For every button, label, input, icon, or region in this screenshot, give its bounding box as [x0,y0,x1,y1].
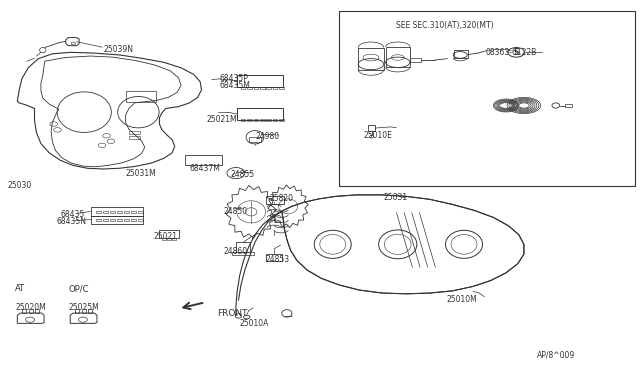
Text: 25025M: 25025M [68,302,99,312]
Bar [368,125,376,131]
Text: 25031: 25031 [384,193,408,202]
Text: AT: AT [15,284,26,293]
Bar [125,92,156,102]
Bar [76,309,79,313]
Bar [279,87,284,89]
Bar [260,119,264,121]
Bar [109,211,115,213]
Text: 25820: 25820 [269,195,293,203]
Bar [236,242,250,253]
Text: 25010E: 25010E [364,131,392,140]
Text: 68435M: 68435M [220,81,250,90]
Bar [102,211,108,213]
Bar [167,238,171,240]
Bar [131,211,136,213]
Text: 08363-6122B: 08363-6122B [486,48,537,57]
Bar [266,196,284,204]
Bar [29,309,33,313]
Text: 25020M: 25020M [15,302,46,312]
Bar [185,155,222,164]
Bar [131,219,136,221]
Bar [159,230,179,238]
Bar [72,42,75,44]
Bar [565,104,572,108]
Bar [232,252,253,256]
Bar [116,219,122,221]
Bar [138,219,143,221]
Text: 24855: 24855 [231,170,255,179]
Bar [266,87,271,89]
Text: 68435N: 68435N [57,217,87,225]
Text: 68435: 68435 [60,210,84,219]
Bar [88,309,92,313]
Bar [260,87,264,89]
Text: AP/8^009: AP/8^009 [537,350,575,360]
Bar [129,131,140,134]
Bar [91,208,143,215]
Bar [124,219,129,221]
Bar [273,119,277,121]
Bar [386,47,410,67]
Bar [248,137,261,142]
Text: 24860: 24860 [223,247,247,256]
Text: OP/C: OP/C [68,284,89,293]
Text: 25039N: 25039N [103,45,133,54]
Text: 68437M: 68437M [189,164,220,173]
Bar [91,215,143,224]
Text: 25021M: 25021M [207,115,237,124]
Bar [138,211,143,213]
Text: 24980: 24980 [255,132,279,141]
Text: 25021: 25021 [153,232,177,241]
Bar [241,119,246,121]
Bar [266,254,282,260]
Bar [241,87,246,89]
Bar [82,309,86,313]
Bar [266,119,271,121]
Bar [96,219,100,221]
Bar [253,119,258,121]
Text: 25030: 25030 [8,182,32,190]
Bar [339,11,636,186]
Text: 25031M: 25031M [125,169,156,177]
Bar [22,309,26,313]
Text: SEE SEC.310(AT),320(MT): SEE SEC.310(AT),320(MT) [396,21,494,30]
Bar [279,119,284,121]
Bar [237,109,283,119]
Bar [96,211,100,213]
Bar [237,75,283,87]
Bar [116,211,122,213]
Bar [247,119,252,121]
Bar [124,211,129,213]
Bar [109,219,115,221]
Text: 24850: 24850 [223,207,247,217]
Bar [358,48,384,70]
Text: 24853: 24853 [266,255,290,264]
Bar [273,87,277,89]
Bar [172,238,176,240]
Bar [253,87,258,89]
Bar [162,238,166,240]
Bar [247,87,252,89]
Bar [102,219,108,221]
Text: 68435P: 68435P [220,74,248,83]
Text: FRONT: FRONT [217,309,247,318]
Bar [410,58,421,62]
Bar [129,136,140,140]
Bar [454,50,468,58]
Text: 25010A: 25010A [239,319,268,328]
Bar [35,309,39,313]
Text: 25010M: 25010M [446,295,477,304]
Text: S: S [513,48,519,57]
